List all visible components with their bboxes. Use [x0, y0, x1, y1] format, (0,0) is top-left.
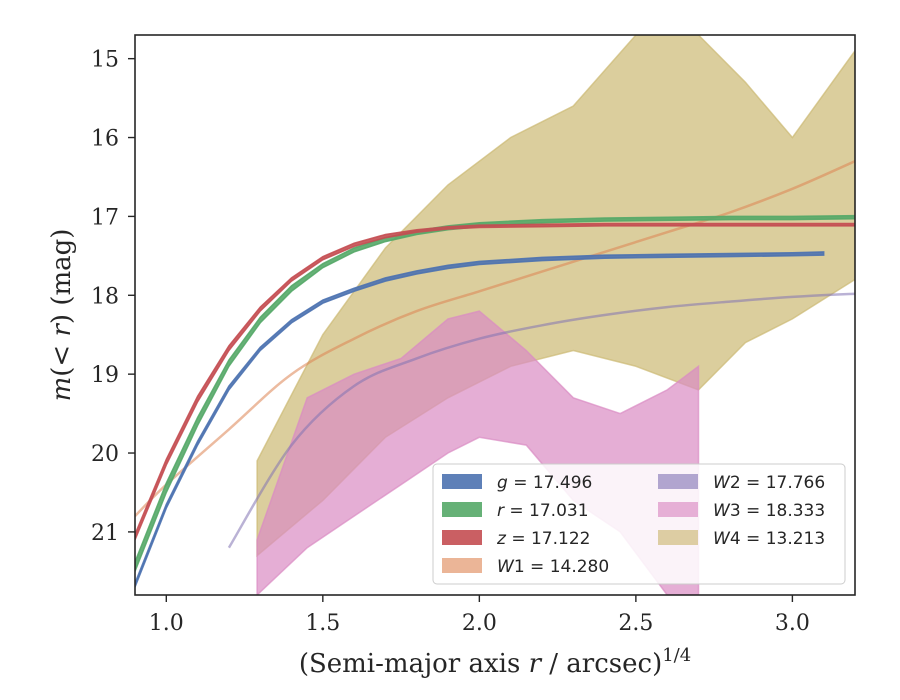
x-tick-label: 3.0	[775, 611, 810, 636]
series-w2-line	[227, 292, 855, 549]
legend: g = 17.496 r = 17.031 z = 17.122 W1 = 14.28…	[432, 463, 846, 585]
legend-label-w3: W3 = 18.333	[713, 501, 825, 521]
series-z-band	[135, 222, 855, 541]
y-tick-label: 21	[91, 521, 119, 546]
y-tick-label: 16	[91, 127, 119, 152]
legend-swatch-w4	[658, 530, 698, 545]
series-g-band	[135, 251, 825, 588]
y-tick-label: 20	[91, 442, 119, 467]
y-axis-label: m(< r) (mag)	[47, 229, 77, 402]
legend-label-w1: W1 = 14.280	[497, 557, 609, 577]
y-tick-label: 18	[91, 284, 119, 309]
legend-swatch-z	[442, 530, 482, 545]
y-tick-label: 19	[91, 363, 119, 388]
plot-area	[135, 35, 855, 595]
y-tick-label: 15	[91, 48, 119, 73]
x-tick-label: 2.5	[618, 611, 653, 636]
plot-frame	[134, 34, 856, 596]
legend-label-g: g = 17.496	[497, 473, 592, 493]
x-tick-label: 1.0	[149, 611, 184, 636]
series-w1-line	[135, 160, 855, 517]
legend-swatch-g	[442, 474, 482, 489]
legend-box	[432, 463, 846, 585]
legend-swatch-w3	[658, 502, 698, 517]
x-tick-label: 1.5	[305, 611, 340, 636]
series-w3-band	[256, 310, 700, 595]
legend-label-z: z = 17.122	[496, 529, 590, 549]
legend-swatch-r	[442, 502, 482, 517]
y-axis-ticks: 15 16 17 18 19 20 21	[91, 48, 135, 546]
legend-swatch-w2	[658, 474, 698, 489]
x-axis-label: (Semi-major axis r / arcsec)1/4	[299, 645, 691, 679]
legend-label-w4: W4 = 13.213	[713, 529, 825, 549]
x-tick-label: 2.0	[462, 611, 497, 636]
series-r-band	[135, 214, 855, 572]
legend-swatch-w1	[442, 558, 482, 573]
legend-label-r: r = 17.031	[497, 501, 589, 521]
legend-label-w2: W2 = 17.766	[713, 473, 825, 493]
y-tick-label: 17	[91, 205, 119, 230]
x-axis-ticks: 1.0 1.5 2.0 2.5 3.0	[149, 595, 810, 636]
